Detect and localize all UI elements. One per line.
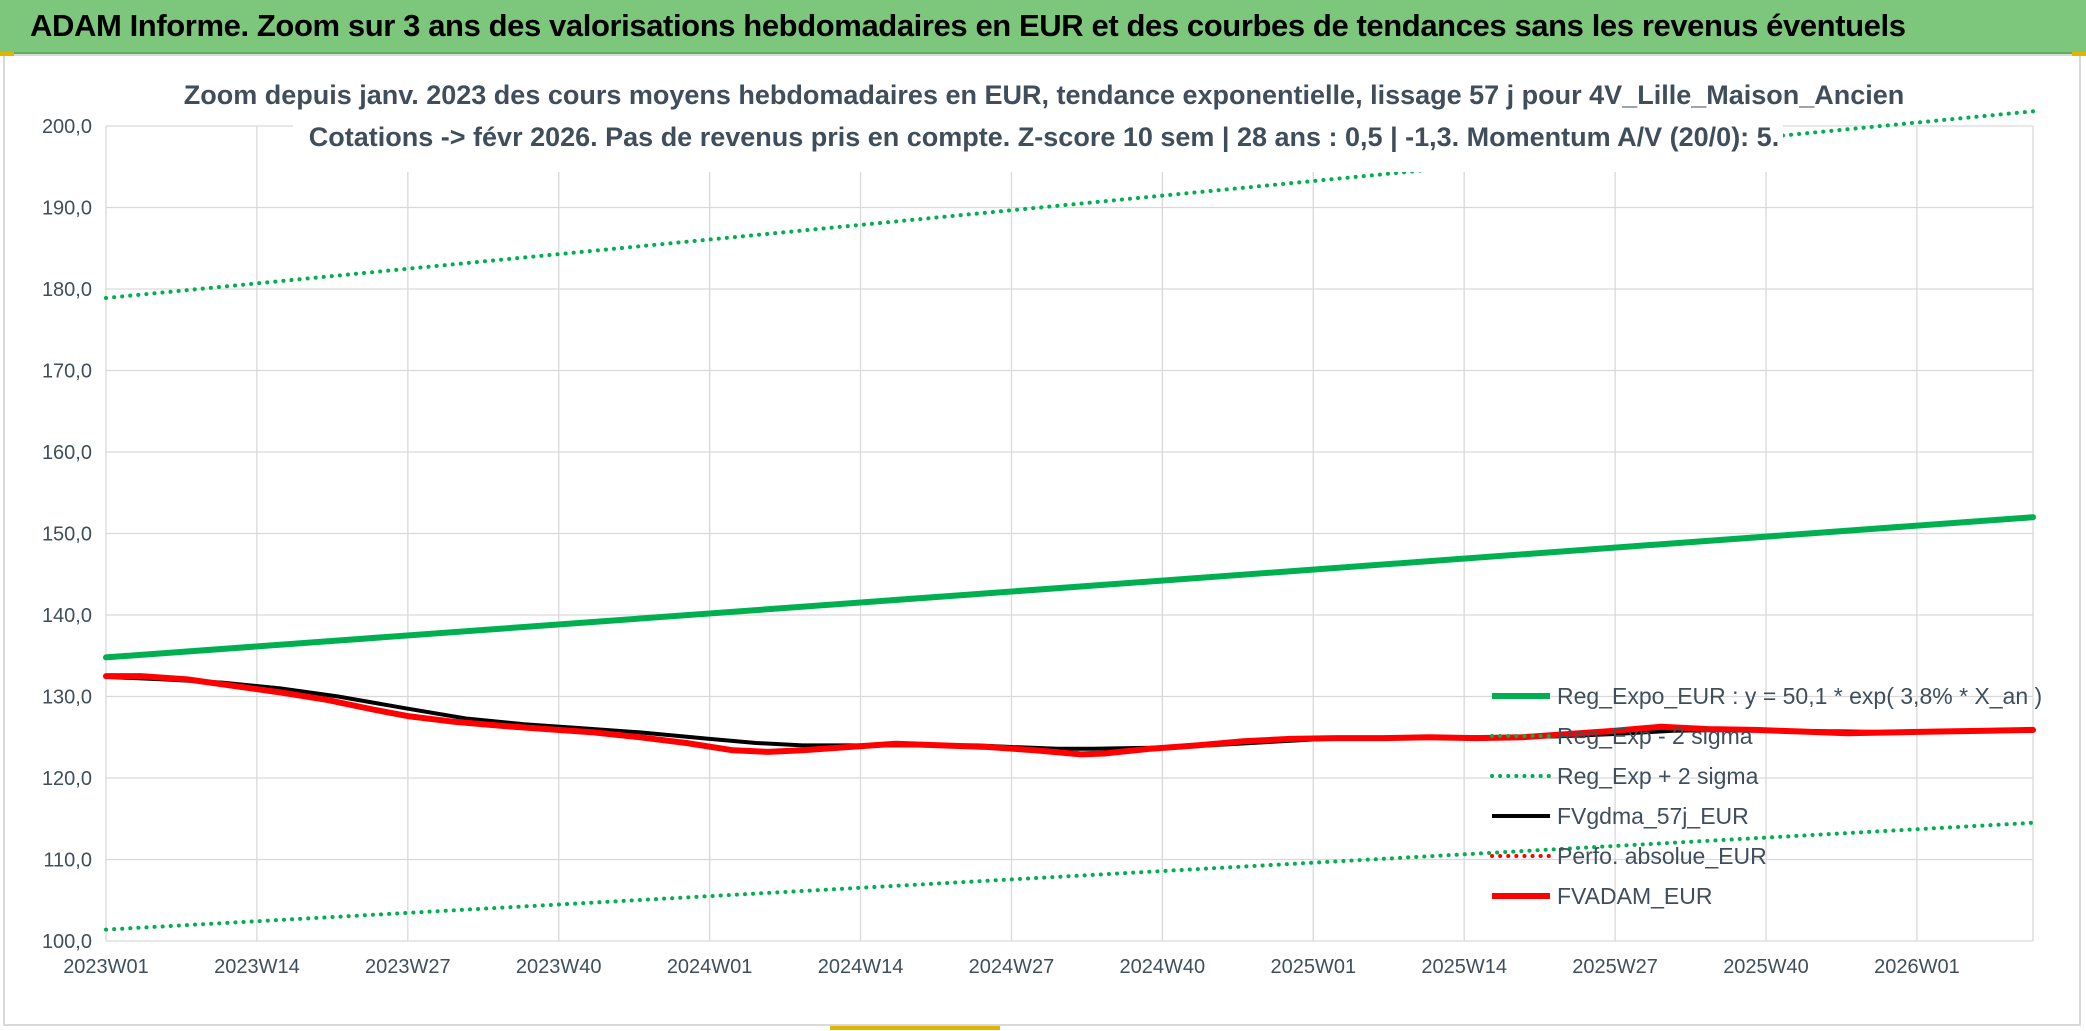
legend-label: Perfo. absolue_EUR — [1557, 843, 1767, 869]
x-tick-label: 2023W40 — [516, 956, 602, 978]
series-line-1 — [104, 820, 2035, 932]
x-tick-label: 2025W40 — [1723, 956, 1809, 978]
x-tick-label: 2025W27 — [1572, 956, 1658, 978]
corner-mark-right — [2072, 52, 2086, 56]
y-tick-label: 190,0 — [42, 198, 92, 220]
series-line-0 — [103, 514, 2036, 661]
legend-label: Reg_Expo_EUR : y = 50,1 * exp( 3,8% * X_… — [1557, 683, 2042, 709]
x-tick-label: 2023W14 — [214, 956, 300, 978]
chart-subtitle: Cotations -> févr 2026. Pas de revenus p… — [309, 122, 1779, 152]
legend: Reg_Expo_EUR : y = 50,1 * exp( 3,8% * X_… — [1490, 683, 2042, 909]
axes: 100,0 110,0 120,0 130,0 140,0 150,0 160,0 170,0… — [42, 116, 1960, 978]
y-tick-label: 110,0 — [43, 850, 92, 872]
chart-title-block: Zoom depuis janv. 2023 des cours moyens … — [184, 62, 1905, 172]
y-tick-label: 150,0 — [42, 524, 92, 546]
x-tick-label: 2025W01 — [1270, 956, 1356, 978]
x-tick-label: 2023W01 — [63, 956, 149, 978]
x-tick-label: 2024W01 — [667, 956, 753, 978]
x-tick-label: 2024W27 — [969, 956, 1055, 978]
corner-mark-left — [0, 52, 14, 56]
y-tick-label: 200,0 — [42, 116, 92, 138]
series-line-5 — [103, 673, 2036, 758]
x-tick-label: 2024W14 — [818, 956, 904, 978]
y-tick-label: 160,0 — [42, 442, 92, 464]
x-tick-label: 2025W14 — [1421, 956, 1507, 978]
title-banner: ADAM Informe. Zoom sur 3 ans des valoris… — [0, 0, 2086, 54]
legend-label: Reg_Exp + 2 sigma — [1557, 763, 1759, 789]
legend-label: FVADAM_EUR — [1557, 883, 1713, 909]
corner-mark-bottom — [830, 1026, 1000, 1030]
line-chart: Zoom depuis janv. 2023 des cours moyens … — [42, 62, 2042, 978]
y-tick-label: 100,0 — [42, 931, 92, 953]
x-tick-label: 2026W01 — [1874, 956, 1960, 978]
legend-label: FVgdma_57j_EUR — [1557, 803, 1749, 829]
banner-title: ADAM Informe. Zoom sur 3 ans des valoris… — [30, 8, 1906, 43]
y-tick-label: 180,0 — [42, 279, 92, 301]
title-background — [293, 62, 1783, 172]
x-tick-label: 2023W27 — [365, 956, 451, 978]
y-tick-label: 140,0 — [42, 605, 92, 627]
y-tick-label: 170,0 — [42, 361, 92, 383]
chart-area: Zoom depuis janv. 2023 des cours moyens … — [3, 54, 2081, 1026]
y-tick-label: 120,0 — [42, 768, 92, 790]
chart-title: Zoom depuis janv. 2023 des cours moyens … — [184, 80, 1905, 110]
legend-label: Reg_Exp - 2 sigma — [1557, 723, 1753, 749]
x-tick-label: 2024W40 — [1120, 956, 1206, 978]
y-tick-label: 130,0 — [42, 687, 92, 709]
